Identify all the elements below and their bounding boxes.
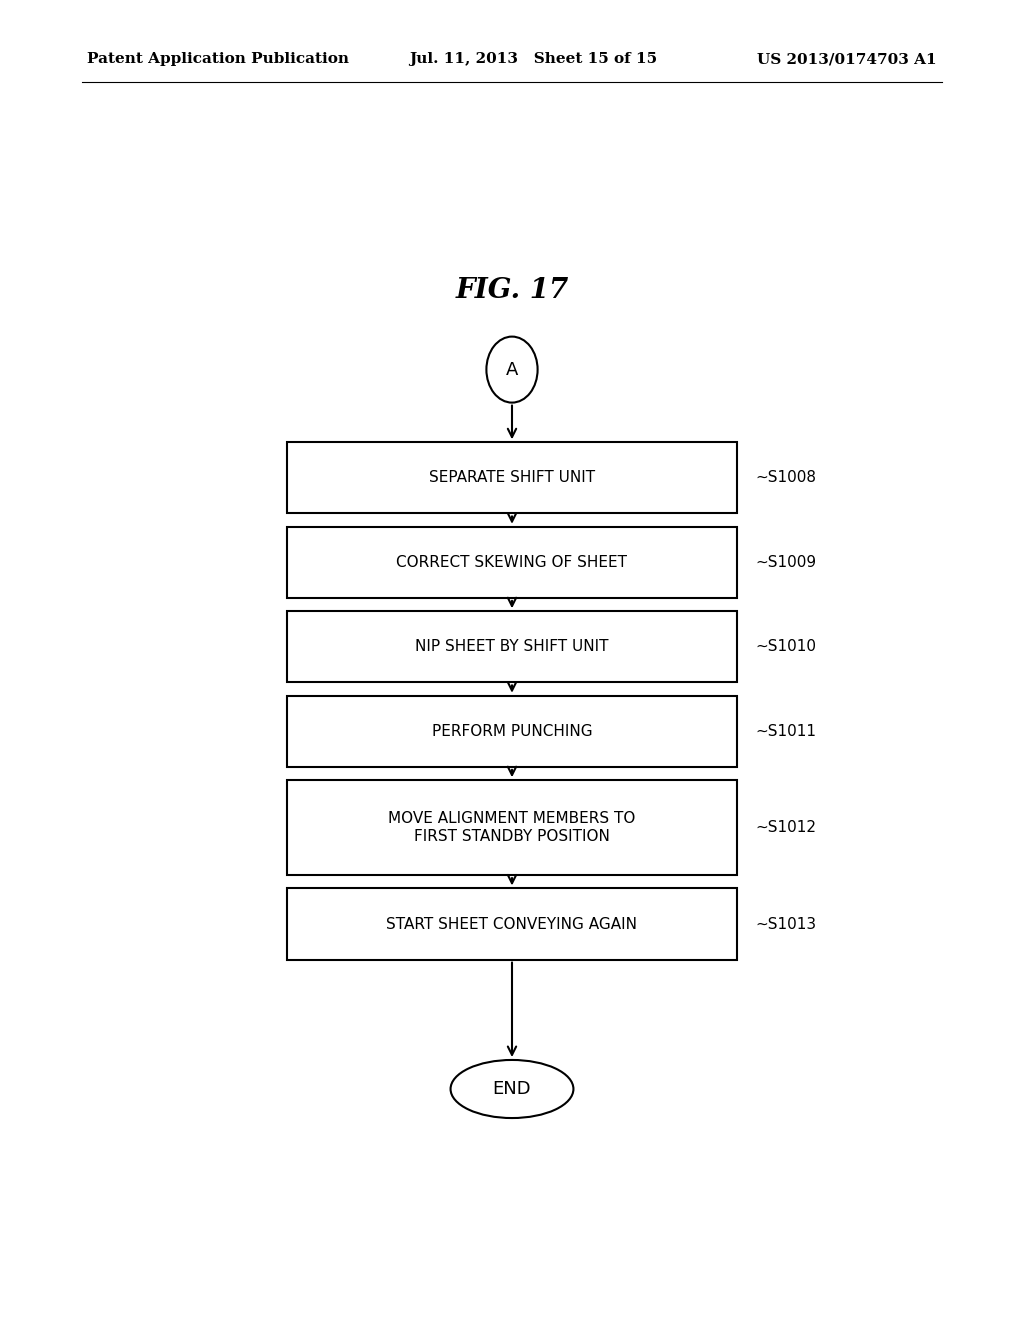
Text: ∼S1010: ∼S1010 [756, 639, 817, 655]
FancyBboxPatch shape [287, 696, 737, 767]
Text: PERFORM PUNCHING: PERFORM PUNCHING [432, 723, 592, 739]
Text: CORRECT SKEWING OF SHEET: CORRECT SKEWING OF SHEET [396, 554, 628, 570]
Text: Patent Application Publication: Patent Application Publication [87, 53, 349, 66]
FancyBboxPatch shape [287, 888, 737, 960]
Text: ∼S1013: ∼S1013 [756, 916, 817, 932]
Ellipse shape [451, 1060, 573, 1118]
FancyBboxPatch shape [287, 780, 737, 875]
Text: A: A [506, 360, 518, 379]
Text: NIP SHEET BY SHIFT UNIT: NIP SHEET BY SHIFT UNIT [416, 639, 608, 655]
Text: Jul. 11, 2013   Sheet 15 of 15: Jul. 11, 2013 Sheet 15 of 15 [410, 53, 657, 66]
Text: FIG. 17: FIG. 17 [456, 277, 568, 304]
Text: US 2013/0174703 A1: US 2013/0174703 A1 [758, 53, 937, 66]
Text: ∼S1009: ∼S1009 [756, 554, 817, 570]
FancyBboxPatch shape [287, 611, 737, 682]
Text: ∼S1011: ∼S1011 [756, 723, 817, 739]
FancyBboxPatch shape [287, 527, 737, 598]
Text: ∼S1012: ∼S1012 [756, 820, 817, 836]
Text: END: END [493, 1080, 531, 1098]
Text: MOVE ALIGNMENT MEMBERS TO
FIRST STANDBY POSITION: MOVE ALIGNMENT MEMBERS TO FIRST STANDBY … [388, 812, 636, 843]
Text: SEPARATE SHIFT UNIT: SEPARATE SHIFT UNIT [429, 470, 595, 486]
FancyBboxPatch shape [287, 442, 737, 513]
Text: START SHEET CONVEYING AGAIN: START SHEET CONVEYING AGAIN [386, 916, 638, 932]
Text: ∼S1008: ∼S1008 [756, 470, 817, 486]
